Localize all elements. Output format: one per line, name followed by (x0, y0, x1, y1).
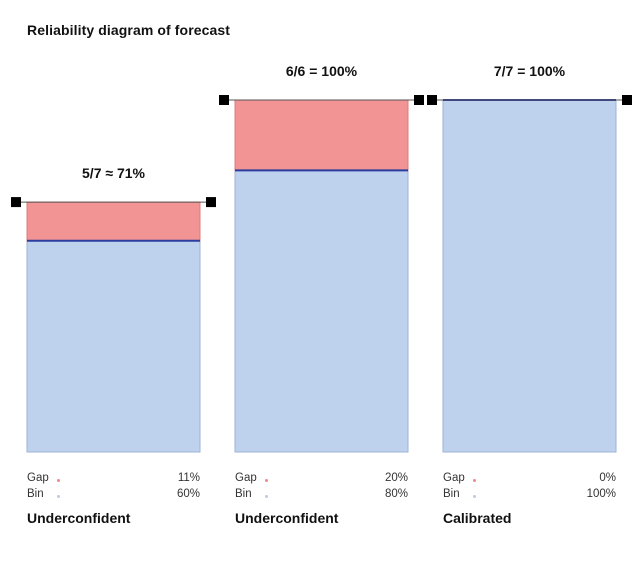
chart-title: Reliability diagram of forecast (27, 22, 231, 38)
gap-dot (265, 479, 268, 482)
gap-value: 11% (177, 472, 200, 484)
gap-label: Gap (443, 472, 465, 484)
panel-verdict: Underconfident (27, 510, 131, 526)
panel-verdict: Underconfident (235, 510, 339, 526)
bin-row: Bin 80% (235, 488, 408, 504)
bin-dot (473, 495, 476, 498)
gap-row: Gap 20% (235, 472, 408, 488)
bin-label: Bin (235, 488, 252, 500)
bin-row: Bin 100% (443, 488, 616, 504)
accuracy-annotation: 7/7 = 100% (494, 63, 566, 79)
bin-dot (265, 495, 268, 498)
bin-label: Bin (27, 488, 44, 500)
gap-dot (473, 479, 476, 482)
panel-stats-2: Gap 20% Bin 80% Underconfident (235, 472, 408, 526)
bin-value: 100% (586, 488, 616, 500)
accuracy-annotation: 5/7 ≈ 71% (82, 165, 145, 181)
accuracy-handle-right (622, 95, 632, 105)
accuracy-handle-right (414, 95, 424, 105)
gap-bar (26, 201, 201, 242)
gap-row: Gap 11% (27, 472, 200, 488)
bin-value: 60% (176, 488, 200, 500)
gap-label: Gap (235, 472, 257, 484)
bin-dot (57, 495, 60, 498)
gap-dot (57, 479, 60, 482)
gap-bar (234, 99, 409, 171)
accuracy-handle-left (11, 197, 21, 208)
bin-bar (442, 99, 617, 453)
bin-row: Bin 60% (27, 488, 200, 504)
bin-label: Bin (443, 488, 460, 500)
bin-bar (26, 240, 201, 453)
accuracy-handle-left (427, 95, 437, 105)
panel-verdict: Calibrated (443, 510, 512, 526)
panel-stats-3: Gap 0% Bin 100% Calibrated (443, 472, 616, 526)
accuracy-annotation: 6/6 = 100% (286, 63, 358, 79)
bin-value: 80% (384, 488, 408, 500)
gap-value: 0% (599, 472, 616, 484)
panel-stats-1: Gap 11% Bin 60% Underconfident (27, 472, 200, 526)
gap-value: 20% (384, 472, 408, 484)
bin-bar (234, 169, 409, 453)
accuracy-handle-right (206, 197, 216, 208)
gap-label: Gap (27, 472, 49, 484)
gap-row: Gap 0% (443, 472, 616, 488)
accuracy-handle-left (219, 95, 229, 105)
